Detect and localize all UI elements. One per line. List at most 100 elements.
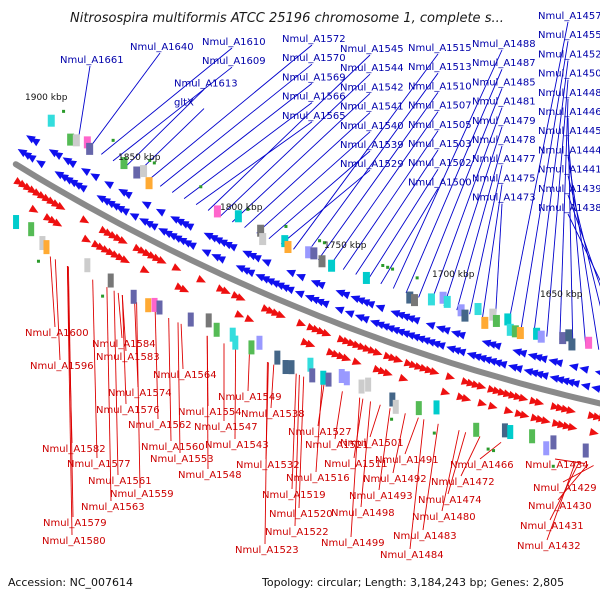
gene-label-reverse[interactable]: Nmul_A1434 (525, 460, 589, 471)
gene-label-reverse[interactable]: Nmul_A1583 (96, 352, 160, 363)
gene-label-reverse[interactable]: Nmul_A1430 (528, 501, 592, 512)
gene-label-reverse[interactable]: Nmul_A1511 (324, 459, 388, 470)
gene-label-forward[interactable]: Nmul_A1613 (174, 78, 238, 89)
gene-label-forward[interactable]: Nmul_A1610 (202, 37, 266, 48)
gene-label-forward[interactable]: Nmul_A1481 (472, 97, 536, 108)
gene-label-forward[interactable]: Nmul_A1545 (340, 44, 404, 55)
gene-label-forward[interactable]: Nmul_A1529 (340, 159, 404, 170)
gene-label-reverse[interactable]: Nmul_A1562 (128, 420, 192, 431)
chromosome-backbone (12, 161, 600, 407)
gene-label-reverse[interactable]: Nmul_A1499 (321, 538, 385, 549)
gene-label-forward[interactable]: Nmul_A1478 (472, 135, 536, 146)
gene-label-reverse[interactable]: Nmul_A1577 (67, 459, 131, 470)
gene-label-forward[interactable]: Nmul_A1444 (538, 145, 600, 156)
gene-label-reverse[interactable]: Nmul_A1574 (108, 388, 172, 399)
gene-label-reverse[interactable]: Nmul_A1516 (286, 473, 350, 484)
gene-label-reverse[interactable]: Nmul_A1521 (305, 440, 369, 451)
gene-label-reverse[interactable]: Nmul_A1501 (340, 438, 404, 449)
gene-label-forward[interactable]: Nmul_A1570 (282, 53, 346, 64)
gene-label-reverse[interactable]: Nmul_A1520 (269, 509, 333, 520)
gene-label-forward[interactable]: Nmul_A1473 (472, 193, 536, 204)
gene-label-reverse[interactable]: Nmul_A1560 (141, 442, 205, 453)
gene-label-forward[interactable]: Nmul_A1540 (340, 121, 404, 132)
gene-label-reverse[interactable]: Nmul_A1527 (288, 427, 352, 438)
gene-label-forward[interactable]: Nmul_A1541 (340, 102, 404, 113)
gene-label-forward[interactable]: Nmul_A1515 (408, 43, 472, 54)
gene-label-reverse[interactable]: Nmul_A1474 (418, 495, 482, 506)
gene-label-reverse[interactable]: Nmul_A1519 (262, 490, 326, 501)
gene-label-reverse[interactable]: Nmul_A1582 (42, 444, 106, 455)
gene-label-forward[interactable]: Nmul_A1445 (538, 126, 600, 137)
gene-label-reverse[interactable]: Nmul_A1563 (81, 502, 145, 513)
gene-label-reverse[interactable]: Nmul_A1432 (517, 541, 581, 552)
gene-label-forward[interactable]: Nmul_A1503 (408, 139, 472, 150)
gene-label-forward[interactable]: Nmul_A1507 (408, 101, 472, 112)
gene-label-forward[interactable]: Nmul_A1438 (538, 203, 600, 214)
gene-label-reverse[interactable]: Nmul_A1523 (235, 545, 299, 556)
gene-label-forward[interactable]: Nmul_A1609 (202, 56, 266, 67)
gene-label-forward[interactable]: Nmul_A1566 (282, 92, 346, 103)
gene-label-forward[interactable]: Nmul_A1448 (538, 88, 600, 99)
gene-label-forward[interactable]: Nmul_A1640 (130, 42, 194, 53)
gene-label-reverse[interactable]: Nmul_A1538 (241, 409, 305, 420)
gene-label-forward[interactable]: Nmul_A1569 (282, 72, 346, 83)
gene-label-forward[interactable]: Nmul_A1544 (340, 63, 404, 74)
gene-label-forward[interactable]: Nmul_A1479 (472, 116, 536, 127)
gene-label-reverse[interactable]: Nmul_A1548 (178, 470, 242, 481)
gene-label-reverse[interactable]: Nmul_A1466 (450, 460, 514, 471)
gene-label-reverse[interactable]: Nmul_A1543 (205, 440, 269, 451)
forward-gene-arrow (252, 255, 262, 263)
gene-label-forward[interactable]: Nmul_A1661 (60, 55, 124, 66)
gene-label-reverse[interactable]: Nmul_A1431 (520, 521, 584, 532)
gene-label-forward[interactable]: Nmul_A1446 (538, 107, 600, 118)
gene-label-forward[interactable]: Nmul_A1505 (408, 120, 472, 131)
gene-label-reverse[interactable]: Nmul_A1559 (110, 489, 174, 500)
gene-label-forward[interactable]: Nmul_A1457 (538, 11, 600, 22)
forward-gene-arrow (62, 157, 73, 166)
feature-box (257, 224, 265, 237)
gene-label-forward[interactable]: Nmul_A1475 (472, 173, 536, 184)
gene-label-forward[interactable]: Nmul_A1477 (472, 154, 536, 165)
gene-label-reverse[interactable]: Nmul_A1498 (331, 508, 395, 519)
gene-label-forward[interactable]: Nmul_A1455 (538, 30, 600, 41)
gene-label-forward[interactable]: Nmul_A1450 (538, 69, 600, 80)
gene-label-forward[interactable]: Nmul_A1485 (472, 77, 536, 88)
gene-label-forward[interactable]: gltX (174, 98, 194, 109)
gene-label-reverse[interactable]: Nmul_A1579 (43, 518, 107, 529)
gene-label-reverse[interactable]: Nmul_A1549 (218, 392, 282, 403)
gene-label-reverse[interactable]: Nmul_A1429 (533, 483, 597, 494)
label-leader-line (106, 287, 112, 502)
gene-label-forward[interactable]: Nmul_A1502 (408, 158, 472, 169)
gene-label-reverse[interactable]: Nmul_A1491 (375, 455, 439, 466)
gene-label-reverse[interactable]: Nmul_A1576 (96, 405, 160, 416)
gene-label-forward[interactable]: Nmul_A1513 (408, 62, 472, 73)
gene-label-reverse[interactable]: Nmul_A1553 (150, 454, 214, 465)
gene-label-forward[interactable]: Nmul_A1439 (538, 184, 600, 195)
gene-label-forward[interactable]: Nmul_A1488 (472, 39, 536, 50)
gene-label-reverse[interactable]: Nmul_A1564 (153, 370, 217, 381)
gene-label-reverse[interactable]: Nmul_A1554 (178, 407, 242, 418)
gene-label-reverse[interactable]: Nmul_A1483 (393, 531, 457, 542)
gene-label-forward[interactable]: Nmul_A1500 (408, 177, 472, 188)
gene-label-reverse[interactable]: Nmul_A1493 (349, 491, 413, 502)
gene-label-reverse[interactable]: Nmul_A1580 (42, 536, 106, 547)
gene-label-reverse[interactable]: Nmul_A1472 (431, 477, 495, 488)
gene-label-forward[interactable]: Nmul_A1572 (282, 34, 346, 45)
gene-label-forward[interactable]: Nmul_A1510 (408, 81, 472, 92)
gene-label-reverse[interactable]: Nmul_A1492 (363, 474, 427, 485)
gene-label-reverse[interactable]: Nmul_A1596 (30, 361, 94, 372)
gene-label-reverse[interactable]: Nmul_A1547 (194, 422, 258, 433)
gene-label-forward[interactable]: Nmul_A1441 (538, 165, 600, 176)
gene-label-reverse[interactable]: Nmul_A1522 (265, 527, 329, 538)
gene-label-reverse[interactable]: Nmul_A1484 (380, 550, 444, 561)
gene-label-forward[interactable]: Nmul_A1487 (472, 58, 536, 69)
gene-label-reverse[interactable]: Nmul_A1532 (236, 460, 300, 471)
gene-label-forward[interactable]: Nmul_A1542 (340, 82, 404, 93)
gene-label-forward[interactable]: Nmul_A1452 (538, 49, 600, 60)
gene-label-reverse[interactable]: Nmul_A1480 (412, 512, 476, 523)
gene-label-reverse[interactable]: Nmul_A1600 (25, 328, 89, 339)
gene-label-forward[interactable]: Nmul_A1539 (340, 140, 404, 151)
gene-label-forward[interactable]: Nmul_A1565 (282, 111, 346, 122)
gene-label-reverse[interactable]: Nmul_A1561 (88, 476, 152, 487)
gene-label-reverse[interactable]: Nmul_A1584 (92, 339, 156, 350)
